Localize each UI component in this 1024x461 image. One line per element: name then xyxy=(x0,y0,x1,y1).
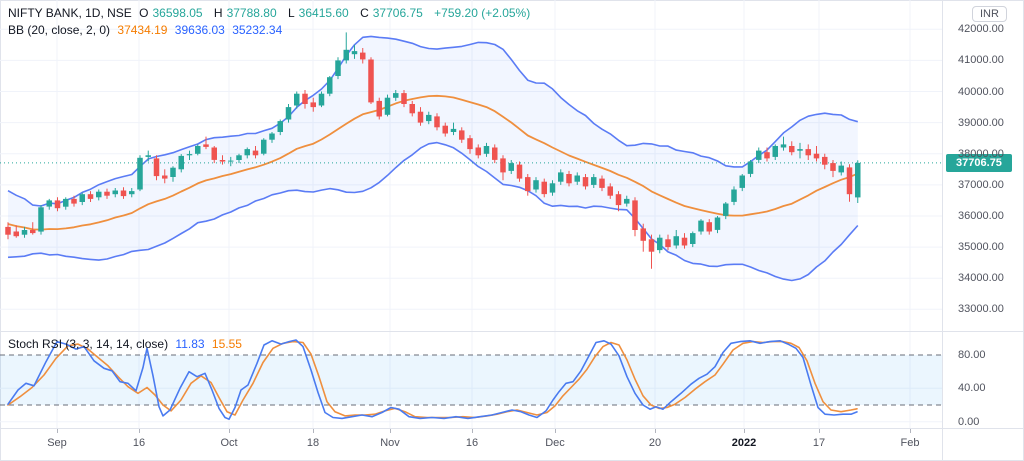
currency-badge[interactable]: INR xyxy=(972,6,1007,22)
price-axis-label: 38000.00 xyxy=(958,148,1004,160)
time-axis-tick xyxy=(910,429,911,433)
time-axis-tick xyxy=(390,429,391,433)
time-axis-tick xyxy=(57,429,58,433)
bb-basis-value: 37434.19 xyxy=(117,23,168,37)
time-axis-tick xyxy=(229,429,230,433)
stoch-indicator-label[interactable]: Stoch RSI (3, 3, 14, 14, close) xyxy=(8,337,169,351)
time-axis-tick xyxy=(313,429,314,433)
time-axis-label: Dec xyxy=(545,437,565,449)
price-axis-label: 40000.00 xyxy=(958,86,1004,98)
time-axis-label: 16 xyxy=(465,437,479,449)
ohlc-close: C 37706.75 xyxy=(360,6,423,20)
price-axis-label: 42000.00 xyxy=(958,23,1004,35)
symbol-title[interactable]: NIFTY BANK, 1D, NSE xyxy=(8,6,132,20)
time-axis-tick xyxy=(655,429,656,433)
main-price-pane[interactable] xyxy=(0,0,942,332)
ohlc-open: O 36598.05 xyxy=(139,6,203,20)
time-axis-label: 18 xyxy=(306,437,320,449)
price-axis-label: 35000.00 xyxy=(958,241,1004,253)
stoch-band-fill xyxy=(0,355,942,405)
price-axis-label: 33000.00 xyxy=(958,303,1004,315)
symbol-legend: NIFTY BANK, 1D, NSE O 36598.05 H 37788.80 … xyxy=(8,5,534,39)
time-axis-separator xyxy=(0,428,1024,429)
price-axis[interactable]: INR 37706.75 42000.00 41000.00 40000.00 390… xyxy=(943,0,1024,461)
ohlc-low: L 36415.60 xyxy=(287,6,349,20)
stoch-axis-label: 0.00 xyxy=(958,416,980,428)
stoch-rsi-pane[interactable] xyxy=(0,332,942,428)
time-axis-label: 20 xyxy=(648,437,662,449)
time-axis-label: Sep xyxy=(47,437,67,449)
stoch-axis-label: 80.00 xyxy=(958,349,986,361)
time-axis-label: 17 xyxy=(812,437,826,449)
ohlc-high: H 37788.80 xyxy=(213,6,277,20)
last-price-tag[interactable]: 37706.75 xyxy=(946,154,1012,172)
time-axis-tick xyxy=(819,429,820,433)
bb-lower-line xyxy=(7,141,859,282)
price-change: +759.20 (+2.05%) xyxy=(434,6,531,20)
price-axis-label: 41000.00 xyxy=(958,54,1004,66)
stoch-d-value: 15.55 xyxy=(211,337,242,351)
time-axis-tick xyxy=(472,429,473,433)
bb-fill xyxy=(8,36,858,281)
time-axis-tick xyxy=(744,429,745,433)
stoch-k-line xyxy=(7,339,858,420)
time-axis-label: Feb xyxy=(900,437,920,449)
bb-indicator-label[interactable]: BB (20, close, 2, 0) xyxy=(8,23,111,37)
price-axis-label: 37000.00 xyxy=(958,179,1004,191)
stoch-axis-label: 40.00 xyxy=(958,382,986,394)
time-axis-tick xyxy=(139,429,140,433)
price-axis-label: 36000.00 xyxy=(958,210,1004,222)
time-axis-label: 16 xyxy=(132,437,146,449)
time-axis-label: 2022 xyxy=(731,437,757,449)
pane-separator[interactable] xyxy=(0,331,1024,332)
stoch-legend: Stoch RSI (3, 3, 14, 14, close) 11.83 15… xyxy=(8,336,246,353)
price-axis-label: 34000.00 xyxy=(958,272,1004,284)
price-axis-separator xyxy=(942,0,943,461)
time-axis-label: Nov xyxy=(380,437,400,449)
stoch-k-value: 11.83 xyxy=(175,337,205,351)
time-axis-label: Oct xyxy=(220,437,238,449)
time-axis[interactable]: Sep 16 Oct 18 Nov 16 Dec 20 2022 17 Feb xyxy=(0,429,1024,461)
bb-basis-line xyxy=(7,94,859,231)
bb-upper-line xyxy=(7,35,859,207)
bb-upper-value: 39636.03 xyxy=(174,23,225,37)
bb-lower-value: 35232.34 xyxy=(232,23,283,37)
time-axis-tick xyxy=(555,429,556,433)
price-axis-label: 39000.00 xyxy=(958,117,1004,129)
